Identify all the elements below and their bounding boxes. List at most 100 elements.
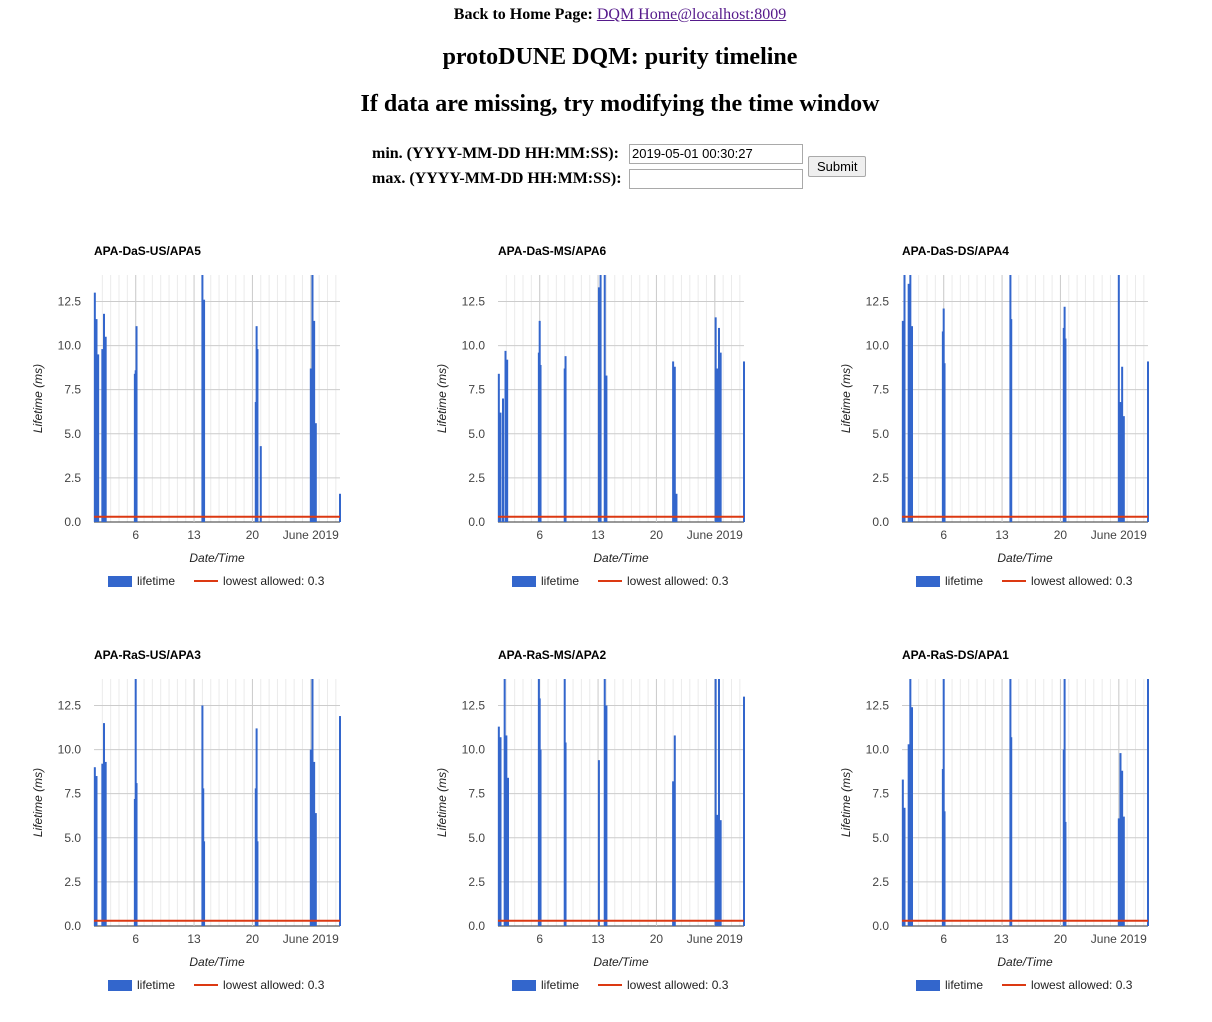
lifetime-bar [1147, 361, 1149, 522]
legend-label-lifetime: lifetime [541, 978, 579, 992]
max-label: max. (YYYY-MM-DD HH:MM:SS): [372, 170, 622, 187]
lifetime-bar [714, 317, 717, 522]
lifetime-bar [314, 813, 317, 926]
lifetime-bar [564, 356, 567, 522]
x-axis-title: Date/Time [997, 551, 1053, 565]
lifetime-bar [597, 287, 600, 522]
x-tick-label: June 2019 [687, 932, 743, 946]
y-tick-label: 7.5 [872, 383, 889, 397]
lifetime-bar [719, 352, 722, 522]
lifetime-bar [104, 761, 107, 926]
chart-title: APA-DaS-MS/APA6 [498, 244, 607, 258]
chart-title: APA-DaS-US/APA5 [94, 244, 201, 258]
y-axis-title: Lifetime (ms) [839, 364, 853, 433]
chart-panel-2: APA-DaS-DS/APA4 0.0 2.5 5.0 7.5 10.0 12.5 6 13 20… [839, 238, 1212, 618]
lifetime-bar [339, 493, 341, 522]
lifetime-bar [311, 679, 314, 926]
x-tick-label: 20 [1054, 528, 1068, 542]
lifetime-bar [1122, 416, 1125, 522]
lifetime-bar [903, 807, 906, 926]
lifetime-bar [1119, 402, 1122, 522]
chart-title: APA-RaS-US/APA3 [94, 648, 201, 662]
lifetime-bar [605, 375, 608, 522]
x-tick-label: June 2019 [283, 932, 339, 946]
legend-swatch-lifetime [108, 576, 132, 587]
lifetime-bar [203, 299, 206, 522]
lifetime-bar [339, 716, 341, 926]
legend-label-threshold: lowest allowed: 0.3 [1031, 574, 1133, 588]
y-axis-title: Lifetime (ms) [839, 768, 853, 837]
lifetime-bar [717, 679, 720, 926]
legend-label-threshold: lowest allowed: 0.3 [627, 978, 729, 992]
lifetime-bar [597, 760, 600, 926]
y-tick-label: 7.5 [468, 383, 485, 397]
legend-label-threshold: lowest allowed: 0.3 [1031, 978, 1133, 992]
lifetime-bar [564, 742, 567, 926]
legend-label-threshold: lowest allowed: 0.3 [223, 574, 325, 588]
lifetime-bar [313, 761, 316, 926]
chart-panel-1: APA-DaS-MS/APA6 0.0 2.5 5.0 7.5 10.0 12.5 6 13 20… [435, 238, 816, 618]
x-tick-label: 20 [246, 932, 260, 946]
lifetime-bar [539, 749, 542, 926]
lifetime-bar [672, 361, 675, 522]
lifetime-bar [255, 728, 258, 926]
x-tick-label: 20 [650, 528, 664, 542]
x-axis-title: Date/Time [189, 551, 245, 565]
chart-0: APA-DaS-US/APA5 0.0 2.5 5.0 7.5 10.0 12.5 6 13 20… [31, 244, 341, 588]
x-tick-label: June 2019 [283, 528, 339, 542]
dqm-home-link[interactable]: DQM Home@localhost:8009 [596, 6, 787, 23]
lifetime-bar [135, 783, 138, 926]
y-tick-label: 2.5 [872, 875, 889, 889]
lifetime-bar [101, 763, 104, 926]
legend-label-threshold: lowest allowed: 0.3 [223, 978, 325, 992]
lifetime-bar [1010, 319, 1013, 522]
min-time-input[interactable] [629, 144, 803, 164]
lifetime-bar [256, 349, 259, 522]
lifetime-bar [507, 777, 510, 926]
y-tick-label: 0.0 [872, 919, 889, 933]
chart-title: APA-RaS-MS/APA2 [498, 648, 607, 662]
y-tick-label: 0.0 [468, 919, 485, 933]
max-time-input[interactable] [629, 169, 803, 189]
lifetime-bar [499, 412, 502, 522]
y-tick-label: 12.5 [58, 294, 82, 308]
x-tick-label: 6 [536, 528, 543, 542]
lifetime-bar [314, 423, 317, 522]
y-tick-label: 5.0 [468, 831, 485, 845]
y-axis-title: Lifetime (ms) [435, 364, 449, 433]
lifetime-bar [497, 726, 500, 926]
legend-label-threshold: lowest allowed: 0.3 [627, 574, 729, 588]
lifetime-bar [93, 767, 96, 926]
lifetime-bar [311, 275, 314, 522]
lifetime-bar [907, 744, 910, 926]
lifetime-bar [909, 679, 912, 926]
lifetime-bar [943, 363, 946, 522]
lifetime-bar [539, 364, 542, 522]
legend-label-lifetime: lifetime [945, 978, 983, 992]
submit-button[interactable]: Submit [808, 156, 867, 177]
y-tick-label: 12.5 [462, 294, 486, 308]
x-tick-label: 6 [132, 932, 139, 946]
x-tick-label: 20 [246, 528, 260, 542]
lifetime-bar [943, 811, 946, 926]
lifetime-bar [1063, 679, 1066, 926]
x-tick-label: June 2019 [1091, 932, 1147, 946]
lifetime-bar [313, 320, 316, 522]
y-tick-label: 12.5 [866, 294, 890, 308]
y-tick-label: 5.0 [64, 831, 81, 845]
x-axis-title: Date/Time [997, 955, 1053, 969]
lifetime-bar [502, 398, 505, 522]
x-tick-label: June 2019 [1091, 528, 1147, 542]
page-title: protoDUNE DQM: purity timeline [442, 44, 798, 70]
y-tick-label: 5.0 [64, 427, 81, 441]
back-to-home: Back to Home Page: DQM Home@localhost:80… [0, 6, 1212, 24]
x-tick-label: 13 [995, 932, 1009, 946]
lifetime-bar [1064, 821, 1067, 926]
y-tick-label: 12.5 [866, 698, 890, 712]
lifetime-bar [95, 776, 98, 926]
lifetime-bar [717, 327, 720, 522]
lifetime-bar [503, 679, 506, 926]
legend-swatch-lifetime [108, 980, 132, 991]
x-tick-label: 6 [940, 528, 947, 542]
legend-swatch-lifetime [512, 576, 536, 587]
